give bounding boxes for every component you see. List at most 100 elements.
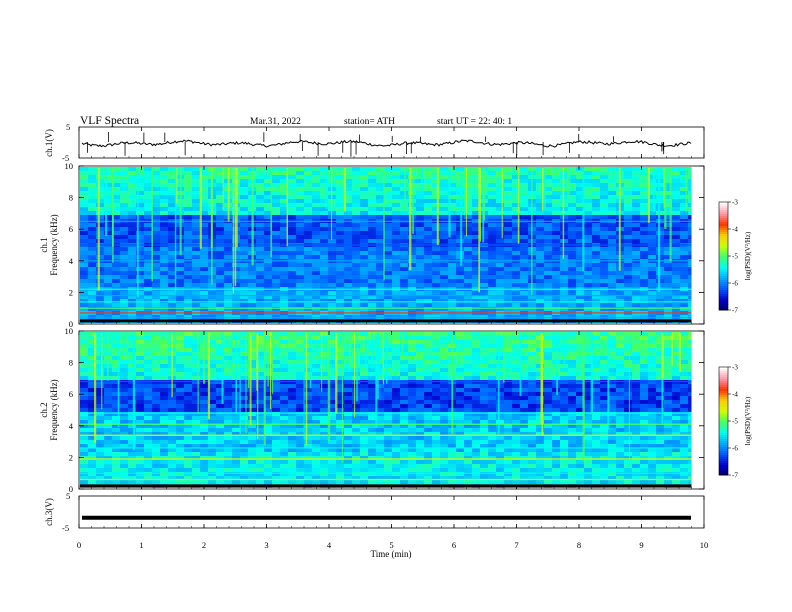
spectrogram-cell [360,368,368,372]
spectrogram-cell [288,191,296,195]
spectrogram-cell [432,239,440,243]
spectrogram-cell [440,211,448,215]
spectrogram-cell [112,400,120,404]
spectrogram-cell [360,291,368,295]
spectrogram-cell [408,348,416,352]
spectrogram-cell [504,267,512,271]
spectrogram-cell [464,420,472,424]
spectrogram-cell [472,211,480,215]
spectrogram-cell [360,307,368,311]
spectrogram-cell [560,267,568,271]
spectrogram-cell [616,396,624,400]
spectrogram-cell [504,412,512,416]
spectrogram-cell [272,251,280,255]
spectrogram-cell [280,211,288,215]
spectrogram-cell [680,392,688,396]
spectrogram-cell [96,239,104,243]
spectrogram-cell [680,303,688,307]
spectrogram-cell [408,199,416,203]
spectrogram-cell [352,376,360,380]
spectrogram-cell [600,392,608,396]
spectrogram-cell [600,207,608,211]
spectrogram-cell [600,183,608,187]
ytick-label: 8 [69,193,73,203]
spectrogram-cell [680,400,688,404]
spectrogram-cell [120,239,128,243]
spectrogram-cell [560,372,568,376]
spectrogram-cell [528,340,536,344]
spectrogram-cell [192,392,200,396]
spectrogram-cell [640,392,648,396]
spectrogram-cell [656,299,664,303]
spectrogram-cell [600,348,608,352]
spectrogram-cell [376,187,384,191]
spectrogram-cell [400,344,408,348]
spectrogram-cell [456,315,464,319]
spectrogram-cell [192,344,200,348]
spectrogram-cell [536,404,544,408]
spectrogram-cell [664,372,672,376]
spectrogram-cell [464,195,472,199]
spectrogram-cell [648,279,656,283]
spectrogram-cell [168,299,176,303]
spectrogram-cell [456,267,464,271]
spectrogram-cell [544,191,552,195]
colorbar-segment [719,234,728,237]
spectrogram-cell [424,263,432,267]
spectrogram-cell [584,408,592,412]
spectrogram-cell [184,179,192,183]
spectrogram-cell [360,408,368,412]
spectrogram-cell [456,255,464,259]
spectrogram-cell [80,199,88,203]
spectrogram-cell [288,179,296,183]
spectrogram-cell [616,336,624,340]
spectrogram-cell [208,408,216,412]
spectrogram-cell [136,384,144,388]
spectrogram-cell [112,239,120,243]
spectrogram-cell [392,384,400,388]
spectrogram-cell [288,332,296,336]
spectrogram-cell [608,215,616,219]
spectrogram-cell [344,360,352,364]
spectrogram-cell [400,239,408,243]
spectrogram-cell [472,247,480,251]
spectrogram-cell [160,412,168,416]
spectrogram-cell [440,195,448,199]
spectrogram-cell [632,279,640,283]
spectrogram-cell [576,348,584,352]
spectrogram-cell [192,420,200,424]
spectrogram-cell [248,299,256,303]
spectrogram-cell [584,171,592,175]
spectrogram-cell [640,291,648,295]
spectrogram-cell [440,336,448,340]
colorbar-segment [719,258,728,261]
spectrogram-cell [280,299,288,303]
spectrogram-cell [512,299,520,303]
spectrogram-cell [360,263,368,267]
spectrogram-cell [312,195,320,199]
spectrogram-cell [168,255,176,259]
spectrogram-cell [392,364,400,368]
spectrogram-cell [584,247,592,251]
spectrogram-cell [664,299,672,303]
spectrogram-cell [400,416,408,420]
spectrogram-cell [424,400,432,404]
spectrogram-cell [576,295,584,299]
spectrogram-cell [384,303,392,307]
spectrogram-cell [152,424,160,428]
spectrogram-cell [608,223,616,227]
spectrogram-cell [504,263,512,267]
spectrogram-cell [80,263,88,267]
ytick-label: 6 [69,224,73,234]
spectrogram-cell [184,203,192,207]
spectrogram-cell [320,291,328,295]
spectrogram-cell [184,231,192,235]
spectrogram-cell [600,360,608,364]
spectrogram-cell [576,255,584,259]
ch1-waveform-spikes [87,131,665,157]
spectrogram-cell [312,307,320,311]
spectrogram-cell [296,416,304,420]
spectrogram-cell [512,416,520,420]
spectrogram-cell [88,372,96,376]
spectrogram-cell [368,396,376,400]
